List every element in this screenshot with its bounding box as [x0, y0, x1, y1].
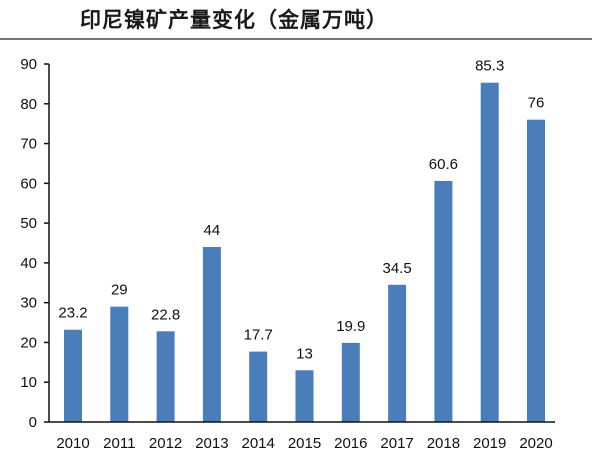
bar-2013 — [202, 246, 221, 422]
data-label: 29 — [111, 282, 128, 299]
data-label: 17.7 — [244, 327, 273, 344]
y-tick-label: 0 — [29, 414, 37, 431]
x-tick-label: 2018 — [427, 435, 460, 452]
y-tick-label: 20 — [20, 334, 37, 351]
y-tick-label: 90 — [20, 56, 37, 73]
y-tick-label: 50 — [20, 215, 37, 232]
x-tick-label: 2012 — [149, 435, 182, 452]
x-tick-label: 2016 — [334, 435, 367, 452]
bar-2020 — [527, 119, 545, 422]
bar-2014 — [249, 351, 268, 422]
x-tick-label: 2017 — [380, 435, 413, 452]
x-tick-label: 2020 — [519, 435, 552, 452]
bar-2016 — [341, 342, 360, 422]
data-label: 76 — [528, 95, 545, 112]
x-tick-label: 2010 — [56, 435, 89, 452]
data-label: 22.8 — [151, 306, 180, 323]
data-label: 19.9 — [336, 318, 365, 335]
bar-2010 — [64, 329, 82, 422]
data-label: 85.3 — [475, 58, 504, 75]
chart-title: 印尼镍矿产量变化（金属万吨） — [80, 8, 388, 32]
x-tick-label: 2019 — [473, 435, 506, 452]
x-tick-label: 2013 — [195, 435, 228, 452]
y-tick-label: 70 — [20, 136, 37, 153]
bar-2012 — [156, 331, 175, 422]
y-tick-label: 40 — [20, 255, 37, 272]
y-tick-label: 80 — [20, 96, 37, 113]
bar-2017 — [388, 284, 407, 422]
x-tick-label: 2011 — [103, 435, 135, 452]
data-label: 44 — [204, 222, 221, 239]
data-label: 23.2 — [58, 305, 87, 322]
y-tick-label: 30 — [20, 295, 37, 312]
data-label: 34.5 — [382, 260, 411, 277]
title-divider — [0, 38, 592, 40]
y-tick-label: 60 — [20, 175, 37, 192]
data-label: 13 — [296, 345, 313, 362]
bar-2015 — [295, 370, 314, 422]
y-tick-label: 10 — [20, 374, 37, 391]
bar-2018 — [434, 180, 453, 422]
bar-2019 — [480, 82, 499, 422]
x-tick-label: 2015 — [288, 435, 321, 452]
data-label: 60.6 — [429, 156, 458, 173]
x-tick-label: 2014 — [242, 435, 275, 452]
bar-2011 — [110, 306, 129, 422]
